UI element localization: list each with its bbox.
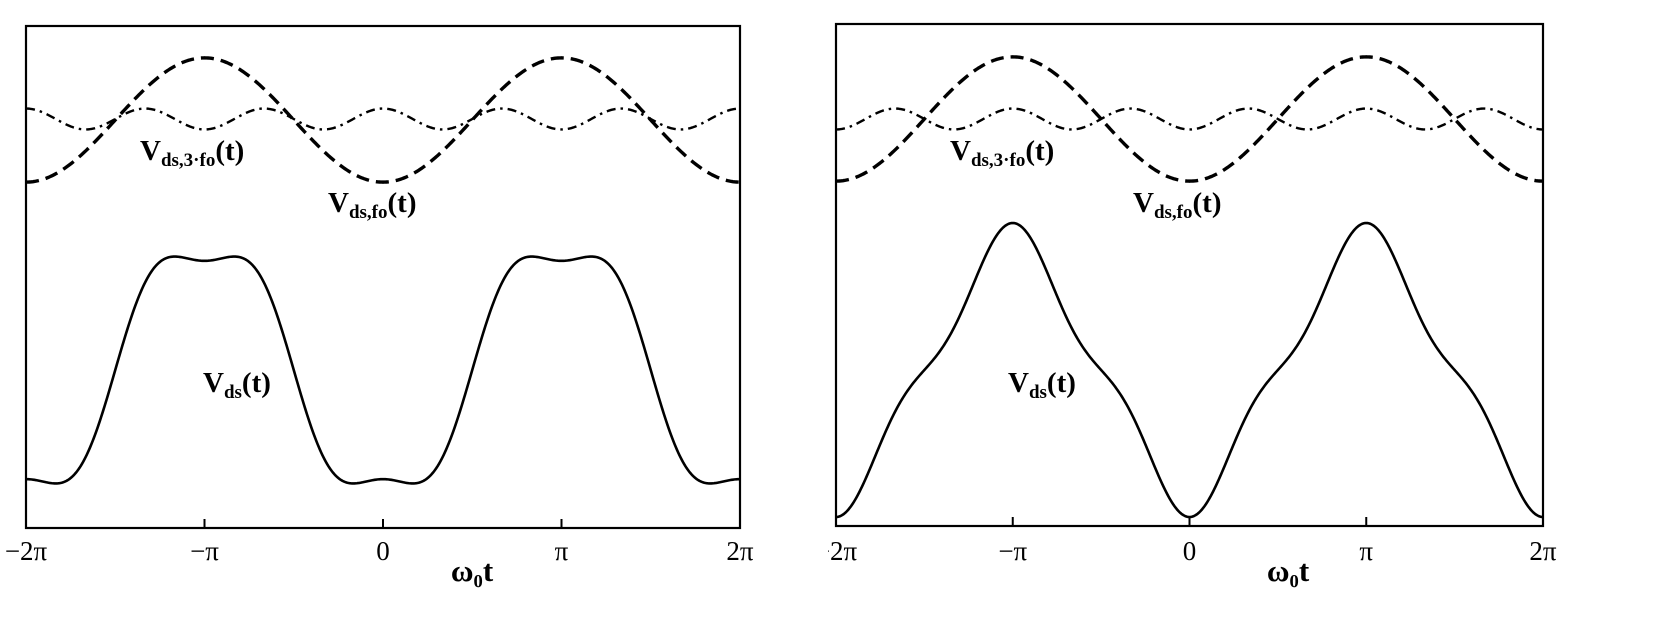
x-tick-label: 0 bbox=[376, 536, 390, 566]
series-label-2: Vds(t) bbox=[1008, 367, 1076, 403]
series-line-0 bbox=[25, 56, 741, 184]
x-tick-label: 2π bbox=[726, 536, 754, 566]
x-tick-label: π bbox=[1359, 536, 1373, 566]
x-tick-label: 0 bbox=[1183, 536, 1197, 566]
x-tick-label: π bbox=[555, 536, 569, 566]
plot-frame bbox=[24, 24, 742, 530]
x-tick-label: −2π bbox=[828, 536, 858, 566]
x-axis-label: ω₀t bbox=[1267, 553, 1310, 588]
x-tick-label: −π bbox=[190, 536, 219, 566]
chart-left: −2π −π 0 π 2π ω₀t Vds,fo(t) Vds,3·fo(t) Vds(t) bbox=[5, 24, 754, 588]
chart-right: −2π −π 0 π 2π ω₀t Vds,fo(t) Vds,3·fo(t) Vds(t) bbox=[828, 22, 1557, 588]
series-label-0: Vds,fo(t) bbox=[1133, 187, 1221, 223]
series-line-0 bbox=[835, 55, 1544, 183]
series-label-0: Vds,fo(t) bbox=[328, 187, 416, 223]
series-line-2 bbox=[835, 221, 1544, 519]
series-line-1 bbox=[25, 107, 741, 131]
series-line-1 bbox=[835, 107, 1544, 131]
x-tick-label: −2π bbox=[5, 536, 48, 566]
series-label-1: Vds,3·fo(t) bbox=[950, 135, 1054, 171]
x-axis-label: ω₀t bbox=[451, 553, 494, 588]
series-label-1: Vds,3·fo(t) bbox=[140, 135, 244, 171]
x-tick-label: 2π bbox=[1529, 536, 1557, 566]
series-label-2: Vds(t) bbox=[203, 367, 271, 403]
series-line-2 bbox=[25, 255, 741, 485]
x-tick-label: −π bbox=[998, 536, 1027, 566]
